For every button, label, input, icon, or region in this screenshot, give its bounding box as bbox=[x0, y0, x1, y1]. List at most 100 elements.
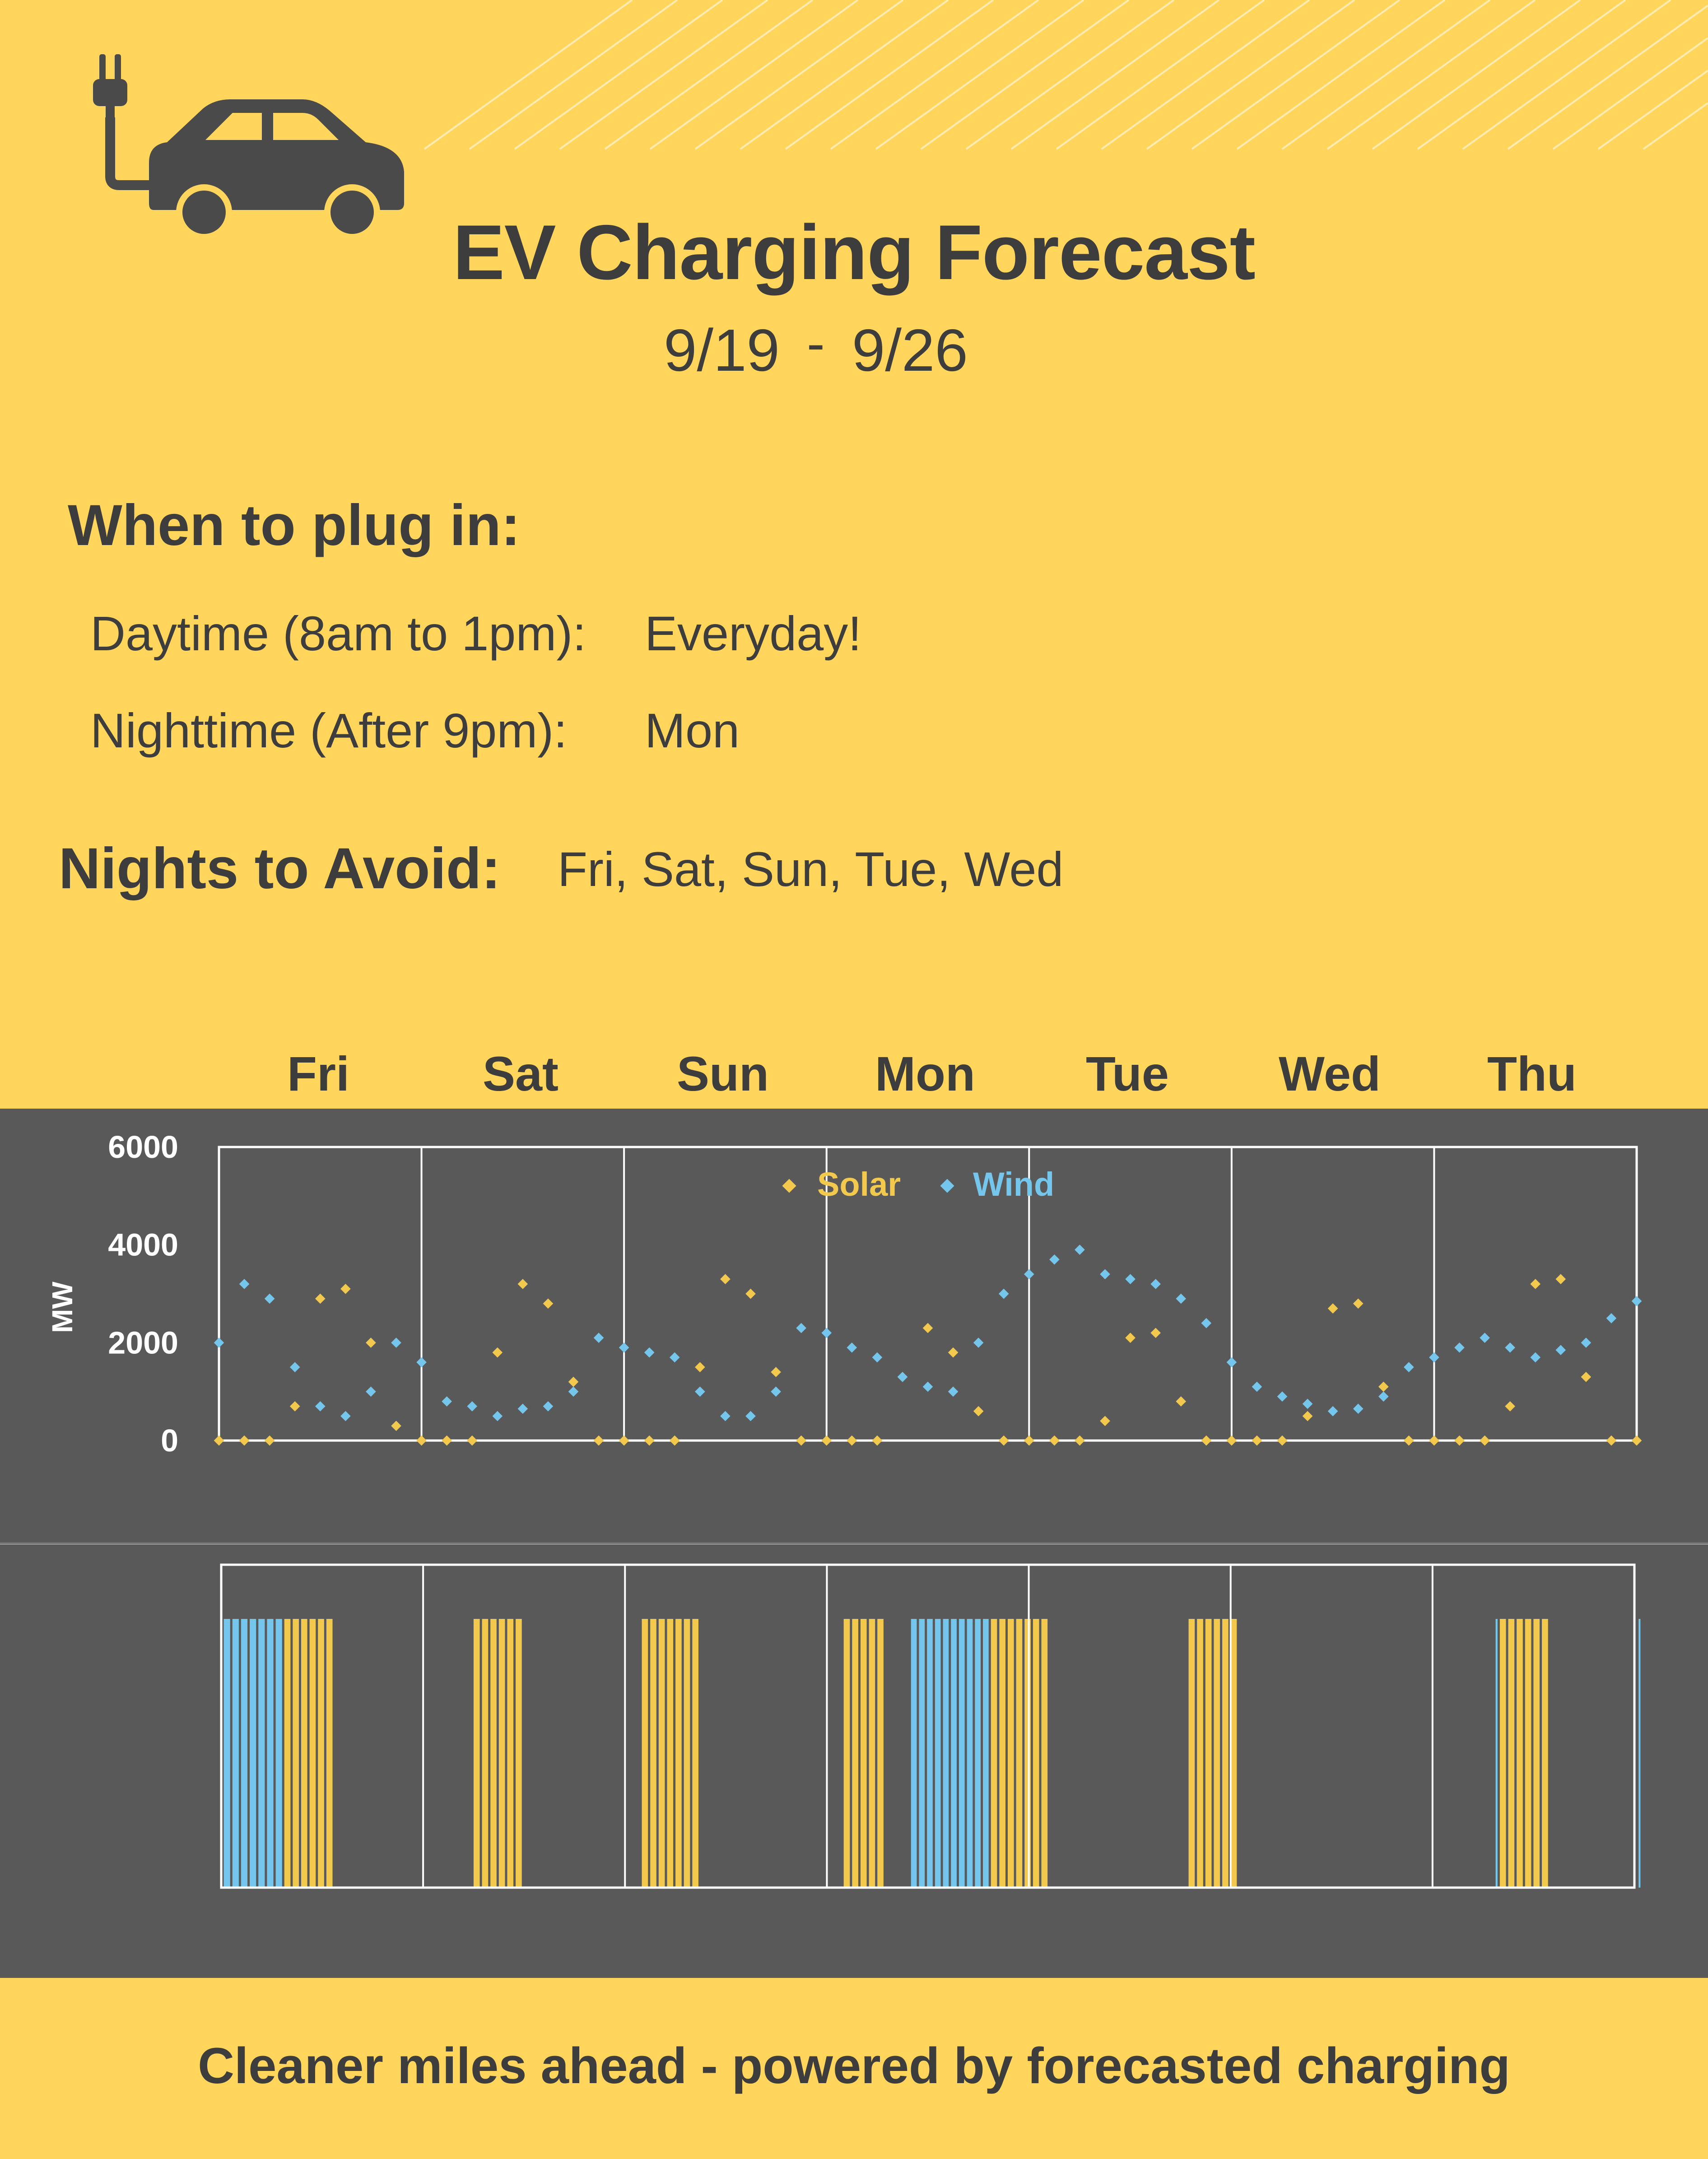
solar-point bbox=[1100, 1416, 1110, 1426]
wind-point bbox=[1606, 1313, 1617, 1324]
wind-point bbox=[1631, 1296, 1642, 1306]
charging-window-bar bbox=[1499, 1619, 1506, 1888]
charging-window-bar bbox=[991, 1619, 997, 1888]
date-end: 9/26 bbox=[852, 317, 968, 383]
charging-window-bar bbox=[877, 1619, 884, 1888]
date-range: 9/19-9/26 bbox=[664, 313, 968, 384]
y-tick-label: 6000 bbox=[108, 1129, 178, 1165]
legend-wind-label: Wind bbox=[973, 1166, 1054, 1203]
wind-point bbox=[821, 1328, 832, 1338]
charging-window-bar bbox=[951, 1619, 957, 1888]
wind-point bbox=[973, 1338, 984, 1348]
solar-point bbox=[1327, 1303, 1338, 1314]
charging-window-bar bbox=[675, 1619, 682, 1888]
day-label-wed: Wed bbox=[1278, 1046, 1381, 1101]
charging-window-bar bbox=[1230, 1619, 1237, 1888]
charging-window-bar bbox=[250, 1619, 256, 1888]
wind-point bbox=[442, 1396, 452, 1407]
solar-point bbox=[442, 1435, 452, 1446]
solar-point bbox=[771, 1367, 781, 1377]
wind-point bbox=[1226, 1357, 1237, 1367]
wind-point bbox=[796, 1323, 806, 1334]
wind-point bbox=[1125, 1274, 1136, 1284]
wind-point bbox=[467, 1401, 478, 1412]
solar-point bbox=[1581, 1371, 1592, 1382]
wind-point bbox=[669, 1352, 680, 1363]
y-tick-label: 4000 bbox=[108, 1227, 178, 1263]
charging-window-bar bbox=[507, 1619, 514, 1888]
wind-point bbox=[922, 1381, 933, 1392]
avoid-value: Fri, Sat, Sun, Tue, Wed bbox=[558, 842, 1064, 896]
solar-point bbox=[517, 1279, 528, 1289]
solar-point bbox=[340, 1283, 351, 1294]
wind-point bbox=[872, 1352, 883, 1363]
solar-point bbox=[1480, 1435, 1490, 1446]
solar-point bbox=[1555, 1274, 1566, 1284]
plug-in-heading: When to plug in: bbox=[68, 493, 521, 558]
solar-point bbox=[1631, 1435, 1642, 1446]
wind-point bbox=[593, 1333, 604, 1343]
charging-window-bar bbox=[309, 1619, 316, 1888]
day-label-sun: Sun bbox=[677, 1046, 769, 1101]
y-tick-label: 0 bbox=[161, 1423, 178, 1458]
solar-point bbox=[366, 1338, 376, 1348]
charging-window-bar bbox=[318, 1619, 324, 1888]
wind-point bbox=[1277, 1391, 1288, 1402]
page-title: EV Charging Forecast bbox=[453, 209, 1256, 296]
footer-tagline: Cleaner miles ahead - powered by forecas… bbox=[198, 2038, 1510, 2094]
solar-point bbox=[796, 1435, 806, 1446]
wind-point bbox=[1404, 1362, 1414, 1372]
legend-solar-label: Solar bbox=[817, 1166, 901, 1203]
nighttime-value: Mon bbox=[645, 703, 740, 758]
wind-point bbox=[1454, 1342, 1465, 1353]
charging-window-bar bbox=[1024, 1619, 1031, 1888]
charging-window-bar bbox=[1638, 1619, 1641, 1888]
wind-point bbox=[998, 1288, 1009, 1299]
scatter-panel bbox=[0, 1109, 1708, 1542]
charging-window-bar bbox=[1033, 1619, 1039, 1888]
wind-point bbox=[1378, 1391, 1389, 1402]
wind-point bbox=[1353, 1404, 1364, 1414]
charging-window-bar bbox=[684, 1619, 690, 1888]
charging-window-bar bbox=[650, 1619, 656, 1888]
charging-window-bar bbox=[326, 1619, 333, 1888]
day-label-fri: Fri bbox=[287, 1046, 349, 1101]
decorative-hatching bbox=[424, 0, 1708, 150]
charging-window-bar bbox=[301, 1619, 307, 1888]
charging-window-bar bbox=[482, 1619, 489, 1888]
solar-point bbox=[1226, 1435, 1237, 1446]
charging-window-bar bbox=[516, 1619, 522, 1888]
charging-window-bar bbox=[843, 1619, 850, 1888]
charging-window-bar bbox=[284, 1619, 291, 1888]
wind-point bbox=[1480, 1333, 1490, 1343]
solar-point bbox=[1302, 1411, 1313, 1422]
charging-window-bar bbox=[1533, 1619, 1540, 1888]
charging-window-bar bbox=[927, 1619, 933, 1888]
solar-point bbox=[1505, 1401, 1515, 1412]
charging-window-bar bbox=[1525, 1619, 1531, 1888]
charging-window-bar bbox=[1542, 1619, 1548, 1888]
solar-point bbox=[289, 1401, 300, 1412]
solar-point bbox=[391, 1421, 401, 1431]
charging-window-bar bbox=[1188, 1619, 1195, 1888]
charging-window-bar bbox=[911, 1619, 917, 1888]
wind-point bbox=[543, 1401, 554, 1412]
solar-point bbox=[1049, 1435, 1060, 1446]
solar-point bbox=[1176, 1396, 1187, 1407]
y-tick-label: 2000 bbox=[108, 1325, 178, 1360]
charging-window-bar bbox=[1007, 1619, 1014, 1888]
solar-point bbox=[264, 1435, 275, 1446]
wind-point bbox=[948, 1386, 959, 1397]
wind-point bbox=[1150, 1279, 1161, 1289]
charging-window-bar bbox=[943, 1619, 949, 1888]
charging-window-bar bbox=[959, 1619, 965, 1888]
wind-point bbox=[264, 1293, 275, 1304]
charging-window-bar bbox=[983, 1619, 989, 1888]
charging-window-bar bbox=[935, 1619, 941, 1888]
wind-point bbox=[315, 1401, 326, 1412]
charging-window-bar bbox=[1495, 1619, 1498, 1888]
solar-point bbox=[543, 1298, 554, 1309]
charging-window-bar bbox=[869, 1619, 875, 1888]
charging-window-bar bbox=[258, 1619, 265, 1888]
wind-point bbox=[1327, 1406, 1338, 1417]
